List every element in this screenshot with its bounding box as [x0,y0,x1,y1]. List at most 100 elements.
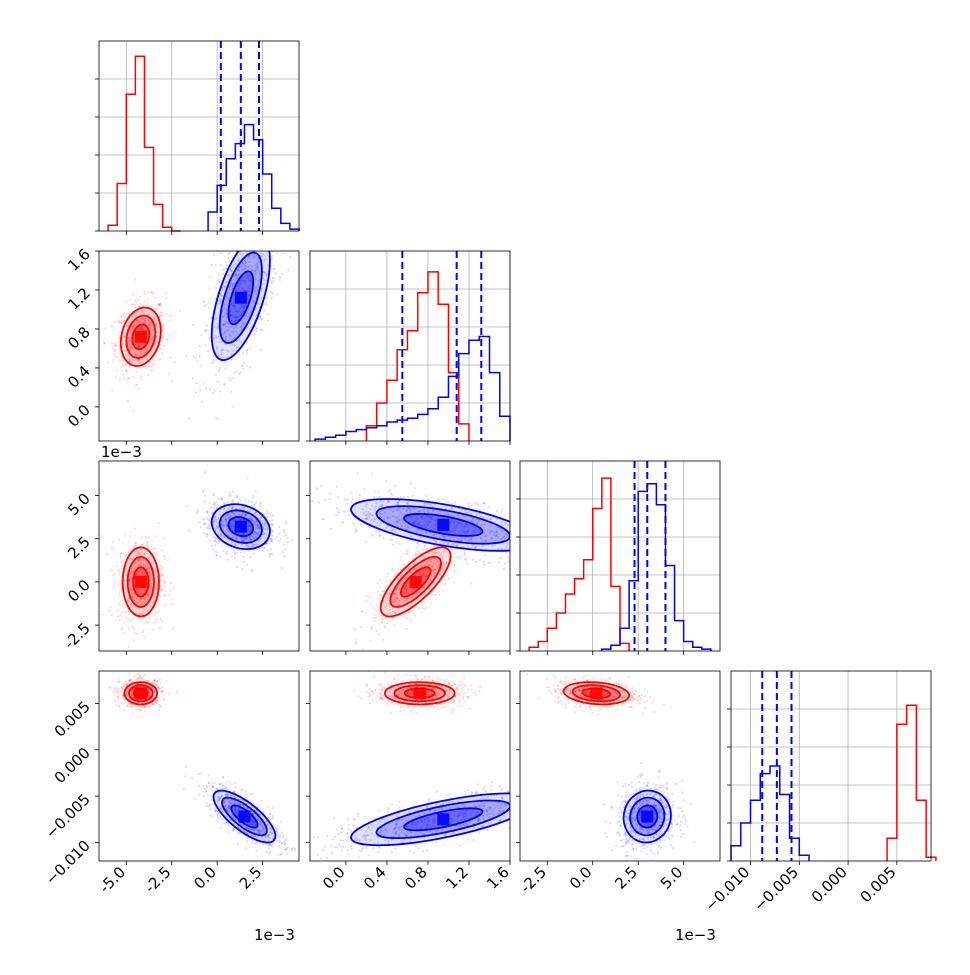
sample-point [118,698,120,700]
sample-point [124,680,126,682]
sample-point [276,252,278,254]
sample-point [335,514,337,516]
sample-point [120,315,122,317]
sample-point [169,319,171,321]
sample-point [128,627,130,629]
sample-point [195,382,197,384]
sample-point [260,318,262,320]
sample-point [161,568,163,570]
sample-point [154,547,156,549]
sample-point [350,491,352,493]
sample-point [155,621,157,623]
sample-point [158,560,160,562]
sample-point [391,569,393,571]
sample-point [116,341,118,343]
sample-point [134,676,136,678]
sample-point [148,536,150,538]
sample-point [120,614,122,616]
sample-point [168,693,170,695]
sample-point [139,295,141,297]
sample-point [143,636,145,638]
sample-point [385,617,387,619]
sample-point [228,377,230,379]
sample-point [259,328,261,330]
sample-point [112,574,114,576]
sample-point [452,561,454,563]
sample-point [171,599,173,601]
sample-point [414,551,416,553]
sample-point [399,543,401,545]
sample-point [359,494,361,496]
sample-point [454,502,456,504]
sample-point [467,563,469,565]
sample-point [249,348,251,350]
sample-point [425,607,427,609]
sample-point [119,331,121,333]
sample-point [365,600,367,602]
sample-point [453,582,455,584]
sample-point [501,508,503,510]
sample-point [165,297,167,299]
sample-point [115,704,117,706]
sample-point [131,626,133,628]
sample-point [212,359,214,361]
density-peak [135,576,147,588]
sample-point [117,584,119,586]
sample-point [234,553,236,555]
sample-point [279,276,281,278]
sample-point [218,281,220,283]
sample-point [241,568,243,570]
sample-point [468,502,470,504]
sample-point [284,549,286,551]
sample-point [236,566,238,568]
sample-point [246,342,248,344]
sample-point [444,583,446,585]
sample-point [124,364,126,366]
sample-point [146,536,148,538]
sample-point [122,365,124,367]
sample-point [318,501,320,503]
sample-point [261,550,263,552]
sample-point [407,495,409,497]
sample-point [114,700,116,702]
sample-point [151,291,153,293]
sample-point [120,568,122,570]
sample-point [160,311,162,313]
sample-point [412,495,414,497]
sample-point [109,687,111,689]
sample-point [283,531,285,533]
sample-point [498,557,500,559]
sample-point [226,501,228,503]
sample-point [473,502,475,504]
sample-point [216,504,218,506]
sample-point [347,499,349,501]
sample-point [171,603,173,605]
sample-point [246,352,248,354]
sample-point [155,553,157,555]
sample-point [378,496,380,498]
sample-point [143,300,145,302]
sample-point [199,389,201,391]
sample-point [117,616,119,618]
sample-point [447,574,449,576]
sample-point [231,358,233,360]
sample-point [322,518,324,520]
sample-point [133,546,135,548]
sample-point [192,377,194,379]
sample-point [120,690,122,692]
sample-point [386,622,388,624]
sample-point [118,706,120,708]
sample-point [211,362,213,364]
sample-point [246,477,248,479]
sample-point [123,709,125,711]
sample-point [470,583,472,585]
sample-point [212,535,214,537]
sample-point [375,614,377,616]
sample-point [155,618,157,620]
sample-point [145,620,147,622]
sample-point [254,504,256,506]
sample-point [451,556,453,558]
sample-point [445,499,447,501]
sample-point [128,672,130,674]
sample-point [161,693,163,695]
